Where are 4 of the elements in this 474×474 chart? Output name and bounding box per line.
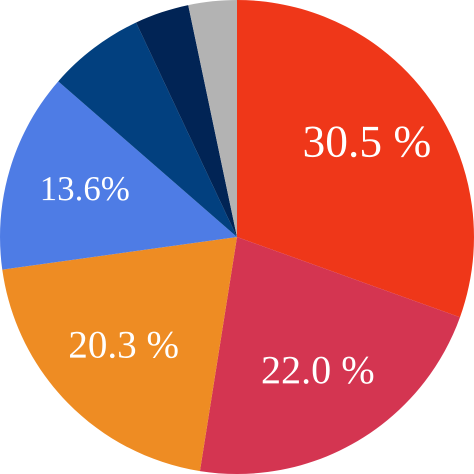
data-label: 20.3 % <box>70 332 178 358</box>
data-label: 13.6% <box>42 176 129 201</box>
data-label: 30.5 % <box>304 126 430 158</box>
data-label: 22.0 % <box>262 356 374 384</box>
